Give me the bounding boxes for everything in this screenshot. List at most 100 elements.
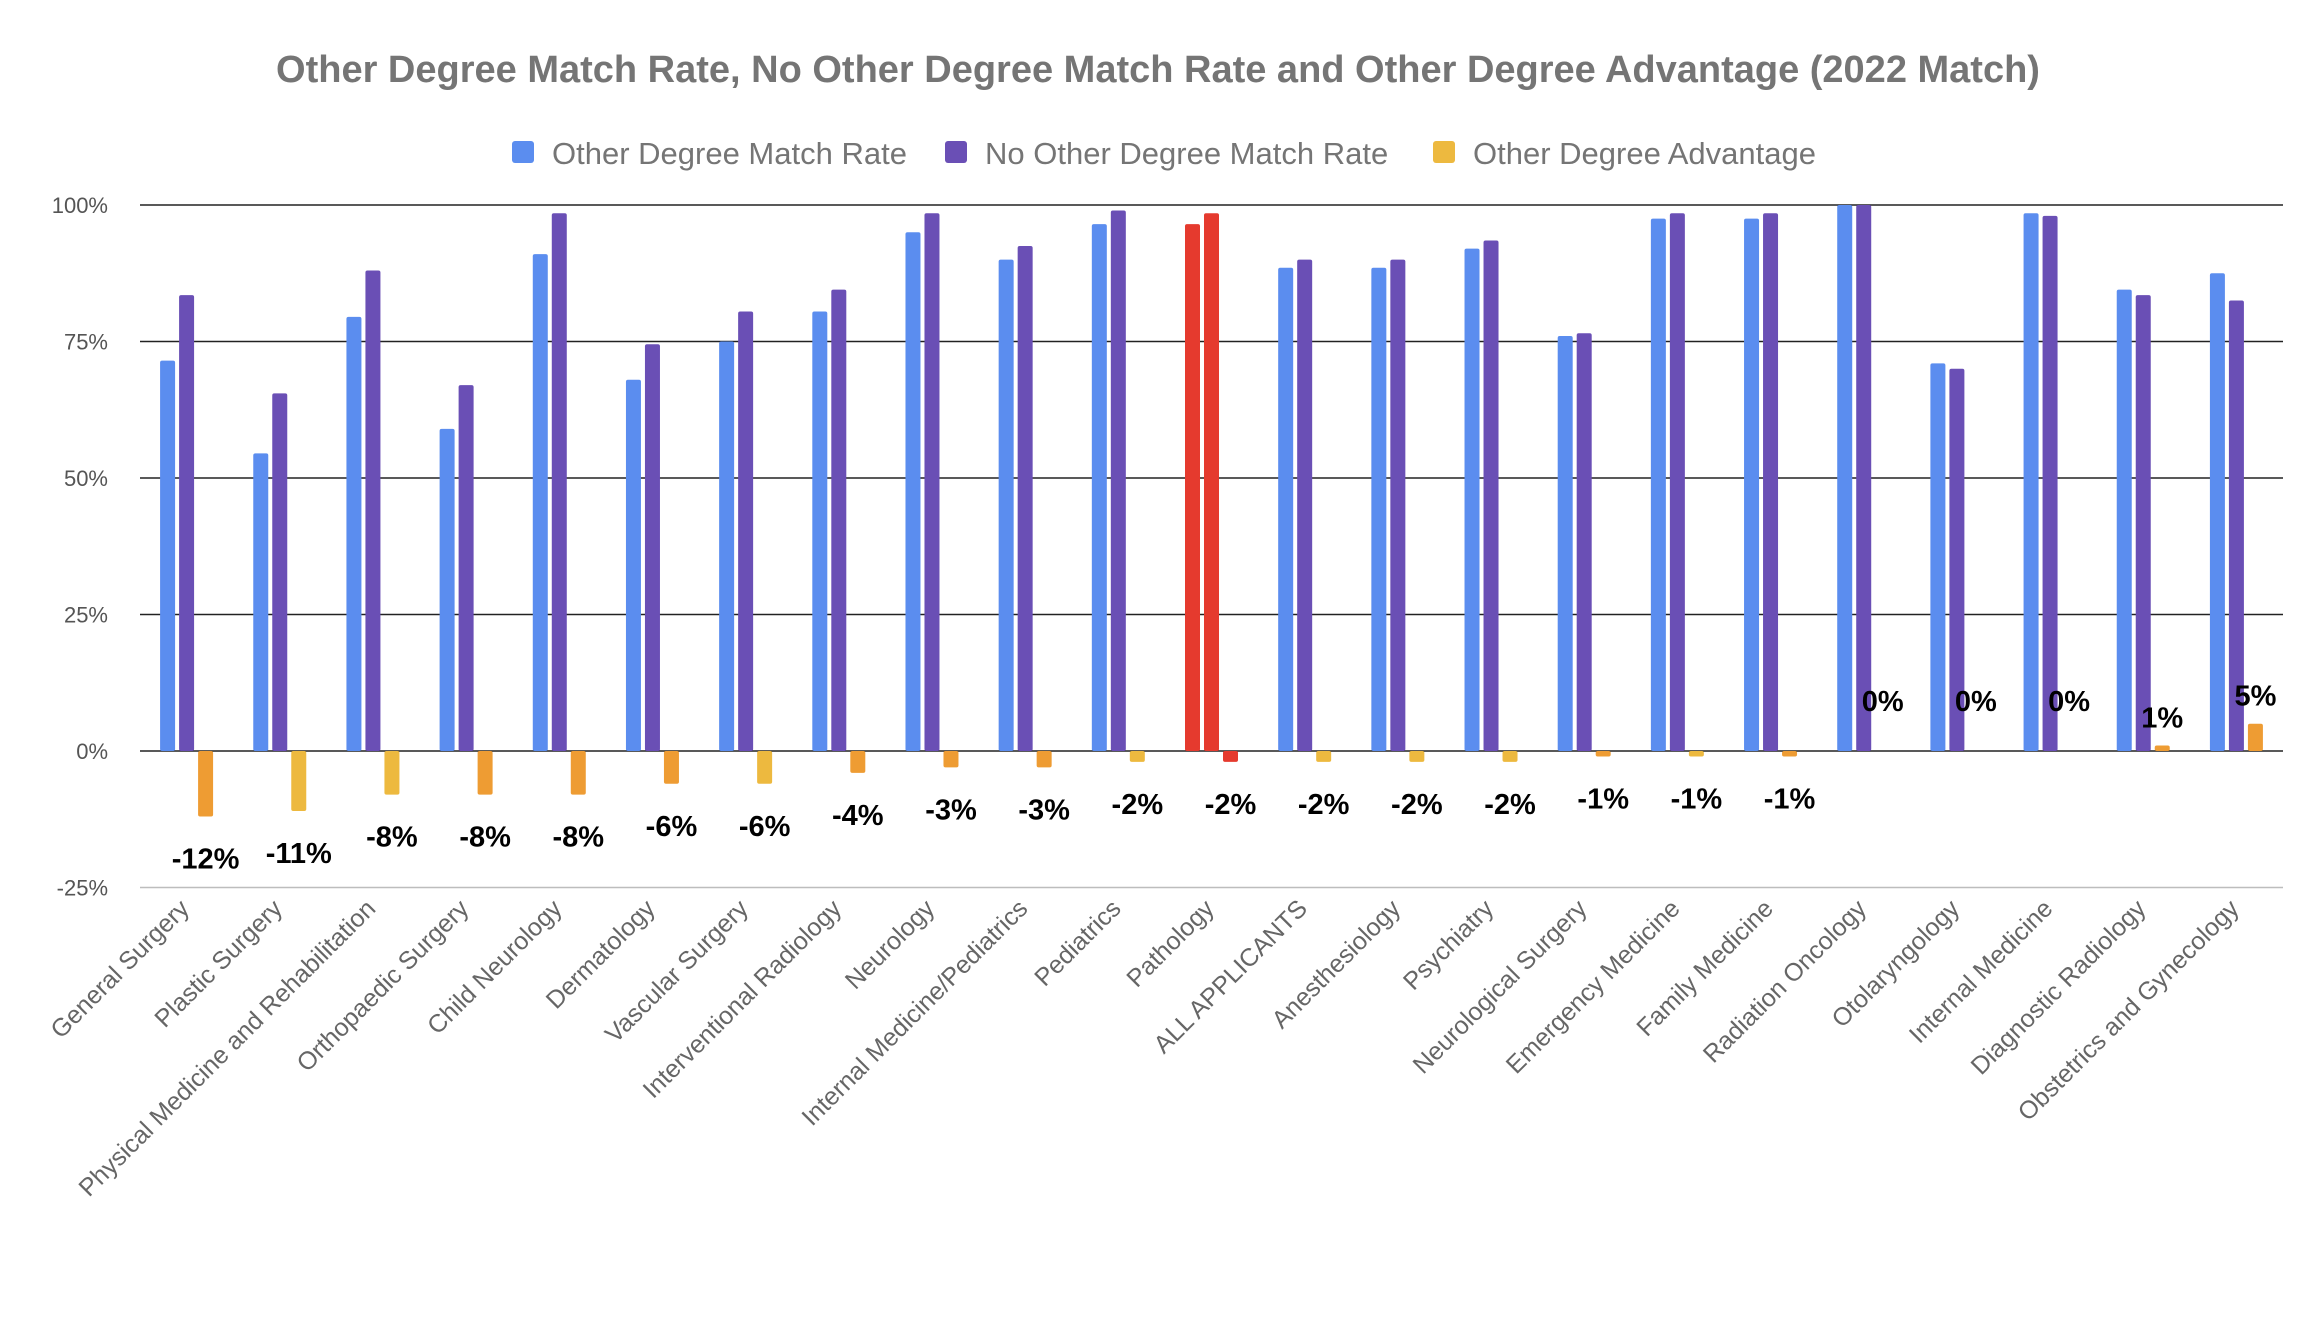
x-tick-label-psychiatry: Psychiatry <box>1398 894 1500 996</box>
data-label-other-degree-advantage: -8% <box>366 822 418 854</box>
legend-item-no-other-degree-match-rate[interactable]: No Other Degree Match Rate <box>945 136 1388 171</box>
bar-other-degree-advantage[interactable] <box>1409 751 1425 762</box>
bar-other-degree-match-rate[interactable] <box>1557 336 1573 751</box>
bar-other-degree-match-rate[interactable] <box>532 254 548 751</box>
x-tick-label-pathology: Pathology <box>1121 894 1220 993</box>
legend-swatch-no-other-degree-match-rate <box>945 141 967 163</box>
x-tick-label-diagnostic-radiology: Diagnostic Radiology <box>1966 894 2152 1080</box>
data-label-other-degree-advantage: -3% <box>925 794 977 826</box>
bar-other-degree-match-rate[interactable] <box>2209 273 2225 751</box>
legend-item-other-degree-advantage[interactable]: Other Degree Advantage <box>1433 136 1816 171</box>
bar-no-other-degree-match-rate[interactable] <box>1483 240 1499 752</box>
bar-other-degree-match-rate[interactable] <box>439 428 455 751</box>
x-tick-label-neurological-surgery: Neurological Surgery <box>1408 894 1593 1079</box>
bar-other-degree-advantage[interactable] <box>757 751 773 784</box>
data-label-other-degree-advantage: -12% <box>172 844 240 876</box>
legend-swatch-other-degree-advantage <box>1433 141 1455 163</box>
bar-other-degree-match-rate[interactable] <box>998 259 1014 751</box>
bar-other-degree-advantage[interactable] <box>850 751 866 773</box>
data-label-other-degree-advantage: 5% <box>2234 681 2276 713</box>
bar-other-degree-advantage[interactable] <box>943 751 959 768</box>
bar-no-other-degree-match-rate[interactable] <box>1204 213 1219 751</box>
bar-other-degree-advantage[interactable] <box>1036 751 1052 768</box>
bar-no-other-degree-match-rate[interactable] <box>179 295 195 751</box>
x-tick-label-neurology: Neurology <box>840 894 941 995</box>
bar-no-other-degree-match-rate[interactable] <box>458 385 474 751</box>
bar-no-other-degree-match-rate[interactable] <box>2042 215 2058 752</box>
bar-other-degree-match-rate[interactable] <box>160 360 176 751</box>
bar-other-degree-advantage[interactable] <box>1129 751 1145 762</box>
data-label-other-degree-advantage: -2% <box>1112 789 1164 821</box>
x-tick-label-radiation-oncology: Radiation Oncology <box>1698 894 1872 1068</box>
data-label-other-degree-advantage: -11% <box>266 838 332 870</box>
data-label-other-degree-advantage: -4% <box>832 800 884 832</box>
bar-no-other-degree-match-rate[interactable] <box>1856 205 1872 751</box>
bar-no-other-degree-match-rate[interactable] <box>831 289 847 751</box>
bar-other-degree-match-rate[interactable] <box>1837 205 1853 751</box>
bar-no-other-degree-match-rate[interactable] <box>365 270 381 751</box>
bar-no-other-degree-match-rate[interactable] <box>1763 213 1779 751</box>
chart-title: Other Degree Match Rate, No Other Degree… <box>276 49 2040 91</box>
bar-other-degree-advantage[interactable] <box>384 751 400 795</box>
data-label-other-degree-advantage: -6% <box>646 811 698 843</box>
bar-other-degree-advantage[interactable] <box>198 751 214 817</box>
bar-other-degree-match-rate[interactable] <box>1278 267 1294 751</box>
bar-other-degree-advantage[interactable] <box>1502 751 1518 762</box>
bar-other-degree-match-rate[interactable] <box>625 379 641 751</box>
bar-no-other-degree-match-rate[interactable] <box>2135 295 2151 751</box>
bar-other-degree-match-rate[interactable] <box>2023 213 2039 751</box>
bar-no-other-degree-match-rate[interactable] <box>644 344 660 751</box>
bar-other-degree-advantage[interactable] <box>663 751 679 784</box>
data-label-other-degree-advantage: 1% <box>2141 703 2183 735</box>
bar-no-other-degree-match-rate[interactable] <box>272 393 288 751</box>
data-label-other-degree-advantage: -8% <box>459 822 511 854</box>
bar-no-other-degree-match-rate[interactable] <box>1017 245 1033 751</box>
bar-other-degree-advantage[interactable] <box>2247 723 2263 751</box>
bar-other-degree-advantage[interactable] <box>1223 751 1238 762</box>
bar-other-degree-match-rate[interactable] <box>719 341 735 752</box>
legend-item-other-degree-match-rate[interactable]: Other Degree Match Rate <box>512 136 907 171</box>
x-tick-label-all-applicants: ALL APPLICANTS <box>1148 894 1313 1059</box>
data-label-other-degree-advantage: 0% <box>1955 686 1997 718</box>
bar-other-degree-match-rate[interactable] <box>1464 248 1480 751</box>
x-tick-label-pediatrics: Pediatrics <box>1029 894 1126 991</box>
bar-other-degree-match-rate[interactable] <box>2116 289 2132 751</box>
bar-other-degree-match-rate[interactable] <box>1185 224 1200 752</box>
bar-other-degree-match-rate[interactable] <box>1930 363 1946 751</box>
bar-other-degree-advantage[interactable] <box>291 751 307 812</box>
bar-other-degree-advantage[interactable] <box>1316 751 1332 762</box>
bar-other-degree-advantage[interactable] <box>570 751 586 795</box>
bar-other-degree-advantage[interactable] <box>1782 751 1798 757</box>
bar-other-degree-advantage[interactable] <box>477 751 493 795</box>
bar-other-degree-match-rate[interactable] <box>1091 224 1107 752</box>
data-label-other-degree-advantage: 0% <box>2048 686 2090 718</box>
data-label-other-degree-advantage: -1% <box>1577 783 1629 815</box>
bar-no-other-degree-match-rate[interactable] <box>1297 259 1313 751</box>
data-label-other-degree-advantage: -1% <box>1764 783 1816 815</box>
bar-other-degree-match-rate[interactable] <box>1371 267 1387 751</box>
bar-other-degree-match-rate[interactable] <box>1744 218 1760 751</box>
bar-other-degree-advantage[interactable] <box>1688 751 1704 757</box>
bar-other-degree-match-rate[interactable] <box>346 316 362 751</box>
bar-no-other-degree-match-rate[interactable] <box>1576 333 1592 751</box>
data-label-other-degree-advantage: -3% <box>1018 794 1070 826</box>
bar-other-degree-advantage[interactable] <box>1595 751 1611 757</box>
legend-label-other-degree-advantage: Other Degree Advantage <box>1473 136 1816 171</box>
bar-no-other-degree-match-rate[interactable] <box>2228 300 2244 751</box>
bar-no-other-degree-match-rate[interactable] <box>738 311 754 751</box>
bar-other-degree-match-rate[interactable] <box>1650 218 1666 751</box>
bar-no-other-degree-match-rate[interactable] <box>1949 368 1965 751</box>
bar-other-degree-match-rate[interactable] <box>253 453 269 751</box>
bar-no-other-degree-match-rate[interactable] <box>1390 259 1406 751</box>
bar-other-degree-advantage[interactable] <box>2154 745 2170 751</box>
bar-no-other-degree-match-rate[interactable] <box>551 213 567 751</box>
bar-no-other-degree-match-rate[interactable] <box>924 213 940 751</box>
data-label-other-degree-advantage: -6% <box>739 811 791 843</box>
data-label-other-degree-advantage: -8% <box>552 822 604 854</box>
bar-other-degree-match-rate[interactable] <box>905 232 921 752</box>
bar-no-other-degree-match-rate[interactable] <box>1669 213 1685 751</box>
y-tick-label: 75% <box>64 330 108 355</box>
bar-other-degree-match-rate[interactable] <box>812 311 828 751</box>
bar-no-other-degree-match-rate[interactable] <box>1110 210 1126 751</box>
